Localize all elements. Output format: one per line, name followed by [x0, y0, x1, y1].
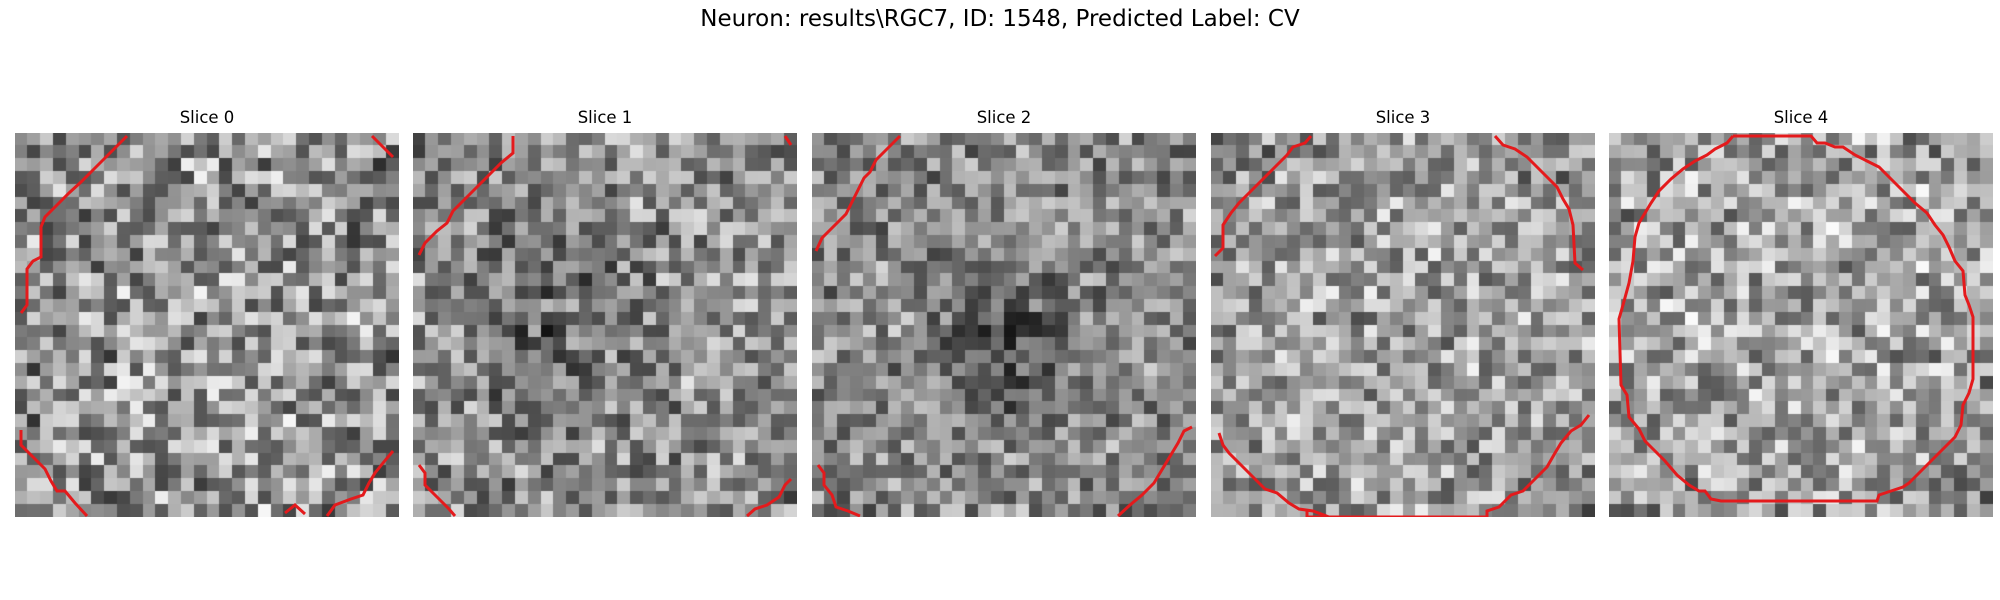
slice-4-image — [1609, 133, 1993, 517]
slice-0-contour-lower-right-a — [284, 503, 307, 516]
slice-0-contour-lower-left — [19, 430, 89, 517]
slice-3-contour-top — [1213, 135, 1313, 258]
panel-title-slice-2: Slice 2 — [976, 108, 1032, 127]
slice-0-contour-upper-left — [19, 134, 129, 314]
slice-2-contour-overlay — [814, 134, 1193, 517]
panel-title-slice-0: Slice 0 — [179, 108, 235, 127]
slice-3-contour-overlay — [1213, 135, 1591, 517]
slice-0-contour-overlay — [19, 134, 395, 517]
slice-0-contour-upper-right — [370, 134, 395, 159]
slice-0-image — [15, 133, 399, 517]
slice-1-contour-lower-left — [417, 464, 457, 517]
slice-3-contour-bottom-edge — [1305, 414, 1591, 517]
slice-2-contour-lower-right — [1116, 425, 1193, 517]
slice-4-contour-overlay — [1617, 134, 1975, 503]
slice-1-contour-upper-right — [783, 135, 793, 146]
slice-1-contour-lower-right — [746, 477, 793, 517]
slice-1-contour-overlay — [417, 135, 793, 517]
panel-title-slice-1: Slice 1 — [577, 108, 633, 127]
panel-title-slice-3: Slice 3 — [1375, 108, 1431, 127]
slice-1-image — [413, 133, 797, 517]
slice-2-contour-upper-left — [814, 134, 902, 252]
slice-0-contour-lower-right-b — [325, 450, 395, 517]
slice-2-contour-lower-left — [816, 464, 861, 517]
slice-4-contour-ring — [1617, 134, 1975, 503]
slice-1-contour-upper-left — [417, 136, 515, 256]
slice-3-contour-bottom — [1217, 432, 1330, 517]
slice-2-image — [812, 133, 1196, 517]
slice-3-contour-top-right — [1493, 135, 1584, 272]
slice-3-image — [1211, 133, 1595, 517]
figure-title: Neuron: results\RGC7, ID: 1548, Predicte… — [700, 6, 1300, 32]
panel-title-slice-4: Slice 4 — [1773, 108, 1829, 127]
